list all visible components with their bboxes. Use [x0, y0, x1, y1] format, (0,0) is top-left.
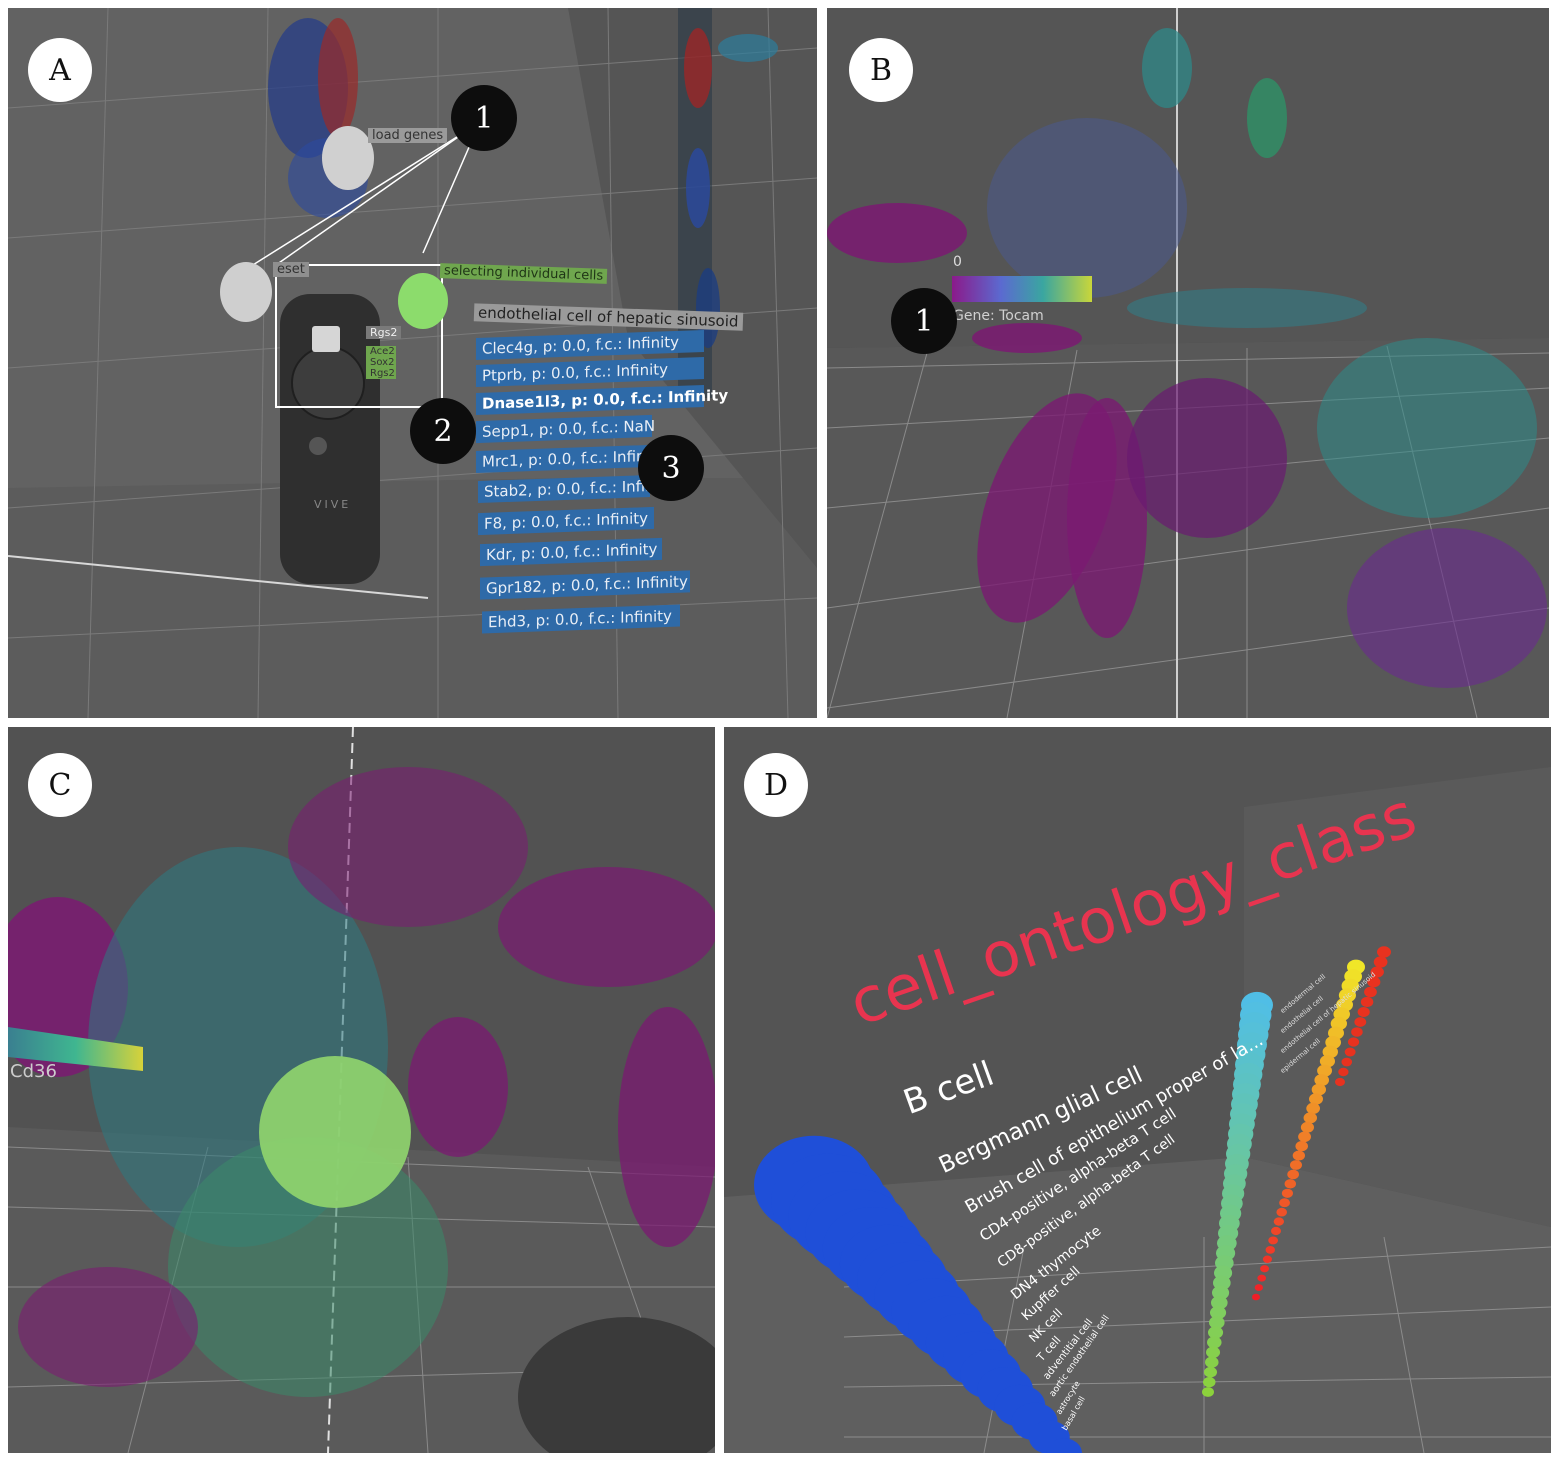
category-sphere-orange[interactable] [1254, 1284, 1263, 1291]
category-sphere-orange[interactable] [1322, 1045, 1338, 1059]
category-sphere-cyan[interactable] [1205, 1356, 1219, 1368]
panel-d-grid [843, 1236, 1551, 1453]
category-sphere-red[interactable] [1341, 1057, 1353, 1067]
gene-name-label-c: Cd36 [10, 1061, 57, 1082]
category-sphere-orange[interactable] [1300, 1121, 1314, 1133]
category-sphere-cyan[interactable] [1203, 1376, 1216, 1388]
category-sphere-orange[interactable] [1252, 1293, 1260, 1301]
controller-gene-1[interactable]: Ace2 [370, 346, 395, 357]
category-sphere-cyan[interactable] [1207, 1336, 1222, 1349]
marker-a3: 3 [638, 435, 704, 501]
legend-min-label: 0 [953, 254, 962, 270]
category-sphere-orange[interactable] [1257, 1274, 1266, 1282]
category-sphere-orange[interactable] [1295, 1140, 1308, 1152]
vive-logo-text: VIVE [314, 498, 352, 511]
category-sphere-red[interactable] [1338, 1067, 1349, 1077]
category-sphere-cyan[interactable] [1209, 1316, 1225, 1329]
category-sphere-orange[interactable] [1317, 1064, 1332, 1077]
category-sphere-red[interactable] [1370, 966, 1384, 978]
panel-label-d: D [744, 753, 808, 817]
expression-legend-bar-c [8, 1027, 143, 1071]
panel-label-a: A [28, 38, 92, 102]
category-sphere-orange[interactable] [1262, 1255, 1272, 1264]
category-sphere-orange[interactable] [1271, 1226, 1281, 1236]
marker-a2: 2 [410, 398, 476, 464]
category-sphere-orange[interactable] [1306, 1102, 1320, 1115]
load-genes-sphere[interactable] [322, 126, 374, 190]
controller-gene-header: Rgs2 [366, 326, 402, 339]
controller-gene-list: Ace2 Sox2 Rgs2 [366, 346, 396, 379]
category-sphere-cyan[interactable] [1208, 1326, 1224, 1339]
controller-highlight-box [275, 264, 443, 408]
category-sphere-red[interactable] [1354, 1017, 1367, 1027]
category-sphere-cyan[interactable] [1211, 1295, 1228, 1310]
category-sphere-orange[interactable] [1268, 1236, 1278, 1245]
category-sphere-red[interactable] [1335, 1077, 1345, 1087]
category-sphere-blue[interactable] [1046, 1438, 1082, 1453]
category-sphere-orange[interactable] [1314, 1074, 1329, 1087]
category-sphere-red[interactable] [1360, 996, 1374, 1008]
category-sphere-orange[interactable] [1309, 1093, 1323, 1105]
category-sphere-orange[interactable] [1284, 1179, 1296, 1189]
controller-gene-2[interactable]: Sox2 [370, 357, 395, 368]
panel-b-cells [827, 28, 1547, 688]
category-sphere-orange[interactable] [1311, 1083, 1326, 1096]
category-sphere-cyan[interactable] [1206, 1346, 1221, 1359]
category-sphere-red[interactable] [1367, 976, 1381, 988]
controller-edge [518, 1317, 715, 1453]
reset-sphere[interactable] [220, 262, 272, 322]
category-sphere-red[interactable] [1351, 1027, 1363, 1037]
panel-b: B 0 Gene: Tocam 1 [827, 8, 1549, 718]
selection-sphere[interactable] [259, 1056, 411, 1208]
load-genes-tag[interactable]: load genes [368, 128, 448, 143]
panel-a: A load genes eset selecting individual c… [8, 8, 817, 718]
category-sphere-orange[interactable] [1298, 1131, 1311, 1142]
category-sphere-red[interactable] [1364, 986, 1377, 998]
panel-c: C Cd36 [8, 727, 715, 1453]
category-sphere-orange[interactable] [1279, 1198, 1290, 1208]
expression-legend-bar [952, 276, 1092, 302]
marker-a1: 1 [451, 85, 517, 151]
gene-name-label: Gene: Tocam [953, 308, 1044, 324]
category-sphere-orange[interactable] [1292, 1150, 1305, 1161]
category-sphere-red[interactable] [1347, 1037, 1360, 1047]
category-sphere-cyan[interactable] [1204, 1366, 1218, 1378]
panel-d: D cell_ontology_class B cell Bergmann gl… [724, 727, 1551, 1453]
panel-c-scene [8, 727, 715, 1453]
category-sphere-orange[interactable] [1265, 1245, 1275, 1254]
category-spheres [754, 946, 1391, 1453]
category-sphere-orange[interactable] [1281, 1188, 1293, 1198]
category-sphere-red[interactable] [1357, 1007, 1370, 1017]
category-sphere-cyan[interactable] [1202, 1387, 1214, 1397]
panel-b-scene [827, 8, 1549, 718]
panel-label-b: B [849, 38, 913, 102]
category-sphere-red[interactable] [1344, 1047, 1356, 1057]
reset-tag[interactable]: eset [273, 262, 309, 277]
controller-gene-3[interactable]: Rgs2 [370, 368, 395, 379]
select-sphere[interactable] [398, 273, 448, 329]
category-sphere-red[interactable] [1377, 946, 1391, 958]
category-sphere-orange[interactable] [1276, 1207, 1287, 1217]
category-sphere-orange[interactable] [1260, 1265, 1269, 1273]
panel-d-scene [724, 727, 1551, 1453]
category-sphere-cyan[interactable] [1212, 1285, 1230, 1300]
category-sphere-red[interactable] [1373, 956, 1388, 968]
category-sphere-orange[interactable] [1290, 1160, 1302, 1170]
category-sphere-orange[interactable] [1319, 1055, 1335, 1068]
category-sphere-orange[interactable] [1287, 1169, 1299, 1180]
marker-b1: 1 [891, 288, 957, 354]
category-sphere-orange[interactable] [1273, 1217, 1284, 1226]
category-sphere-cyan[interactable] [1210, 1306, 1227, 1320]
category-sphere-orange[interactable] [1303, 1112, 1317, 1124]
panel-label-c: C [28, 753, 92, 817]
laser-line [8, 555, 429, 599]
